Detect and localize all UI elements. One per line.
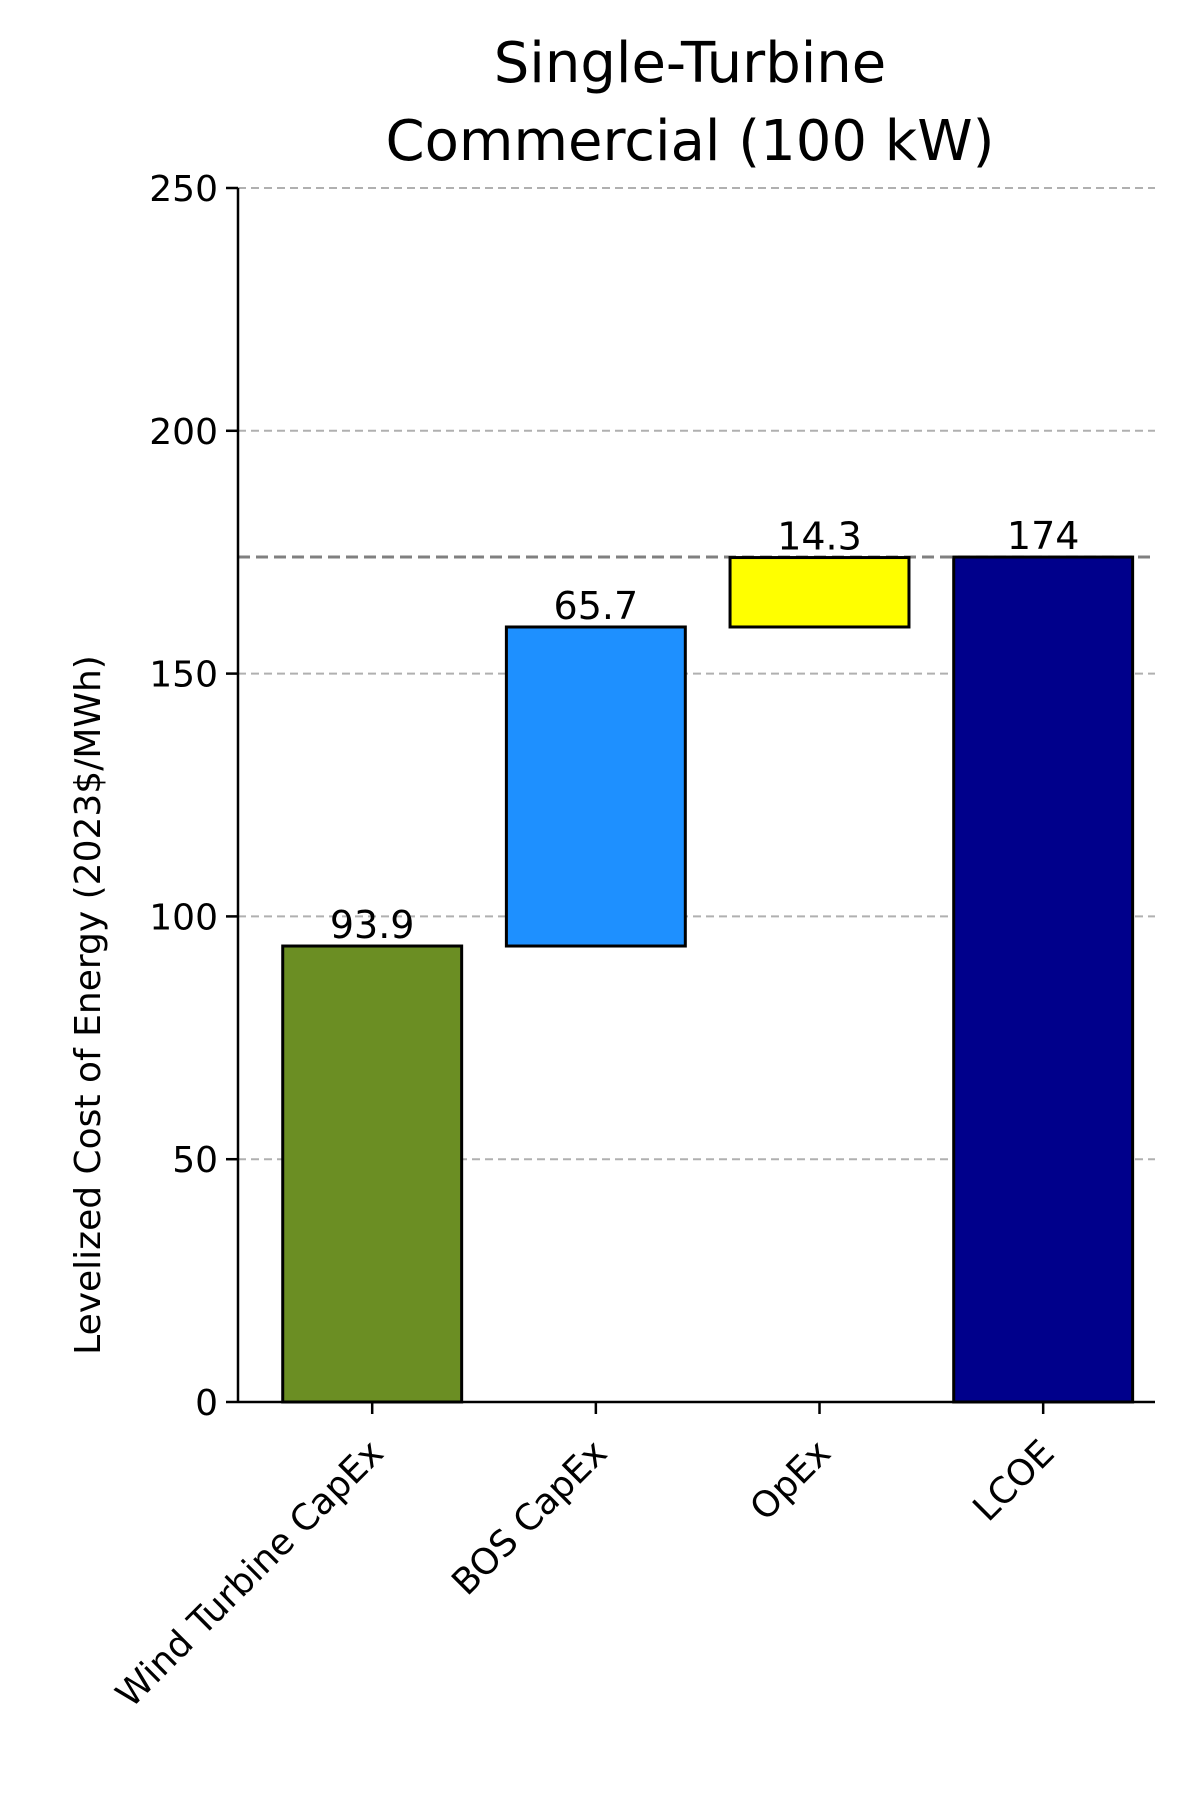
bars bbox=[281, 555, 1135, 1404]
y-axis-label: Levelized Cost of Energy (2023$/MWh) bbox=[68, 655, 109, 1355]
x-tick-label: OpEx bbox=[743, 1432, 839, 1528]
bar-value-label: 93.9 bbox=[330, 903, 415, 947]
y-tick-label: 100 bbox=[149, 897, 218, 938]
bar bbox=[281, 944, 464, 1404]
x-tick-label: BOS CapEx bbox=[444, 1432, 615, 1603]
y-tick-label: 50 bbox=[172, 1140, 218, 1181]
x-tick-label: LCOE bbox=[966, 1432, 1063, 1529]
y-tick-label: 0 bbox=[195, 1383, 218, 1424]
bar bbox=[952, 555, 1135, 1404]
bar-value-label: 174 bbox=[1007, 514, 1080, 558]
bar bbox=[504, 625, 687, 948]
bar-value-label: 14.3 bbox=[777, 515, 862, 559]
chart-title-line-1: Single-Turbine bbox=[494, 31, 887, 96]
y-tick-label: 200 bbox=[149, 412, 218, 453]
bar bbox=[728, 556, 911, 629]
x-tick-label: Wind Turbine CapEx bbox=[109, 1432, 392, 1715]
bar-value-label: 65.7 bbox=[554, 584, 639, 628]
y-tick-label: 250 bbox=[149, 169, 218, 210]
y-tick-label: 150 bbox=[149, 655, 218, 696]
axes bbox=[226, 186, 1155, 1414]
chart-title-line-2: Commercial (100 kW) bbox=[386, 109, 995, 174]
